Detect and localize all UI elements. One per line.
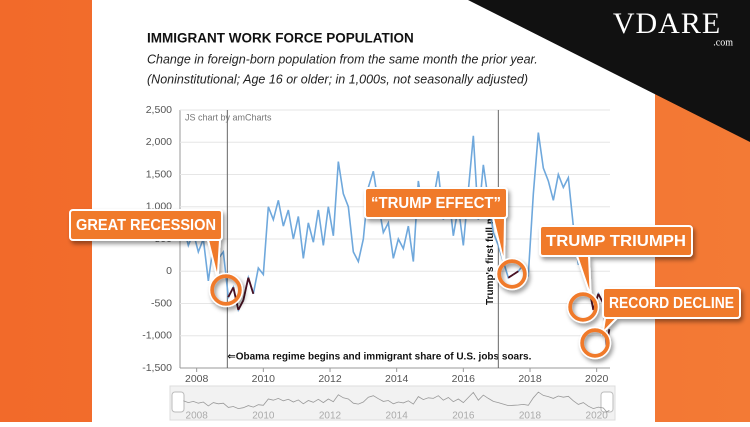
y-tick-label: 0	[166, 265, 172, 277]
negative-segment	[227, 286, 235, 298]
y-tick-label: 1,500	[146, 168, 172, 180]
negative-segment	[507, 273, 514, 279]
nav-handle-right[interactable]	[600, 391, 614, 413]
callout-circle-edge	[578, 326, 612, 360]
nav-line	[183, 391, 610, 413]
y-tick-label: -1,500	[142, 362, 172, 374]
subtitle: Change in foreign-born population from t…	[147, 52, 538, 66]
credit: JS chart by amCharts	[185, 112, 272, 122]
callout-box	[539, 225, 693, 257]
callout-circle-edge	[495, 257, 529, 291]
callout-label: GREAT RECESSION	[76, 217, 216, 234]
x-tick-label: 2014	[385, 373, 409, 385]
callout-label: TRUMP TRIUMPH	[546, 233, 686, 250]
callout-circle	[580, 328, 610, 358]
negative-segment	[512, 270, 519, 276]
note: (Noninstitutional; Age 16 or older; in 1…	[147, 72, 528, 86]
nav-tick-label: 2018	[519, 411, 542, 422]
x-tick-label: 2016	[452, 373, 476, 385]
event-label: ⇐Obama regime begins and immigrant share…	[227, 352, 531, 363]
callout: RECORD DECLINE	[578, 287, 741, 360]
logo: VDARE	[613, 7, 721, 40]
callout: “TRUMP EFFECT”	[364, 187, 529, 291]
y-tick-label: 2,500	[146, 104, 172, 116]
negative-segment	[242, 277, 250, 301]
callout-box	[364, 187, 508, 219]
callout-circle	[210, 274, 242, 306]
callout-circle	[568, 292, 598, 322]
nav-tick-label: 2008	[186, 411, 209, 422]
line	[182, 132, 611, 346]
x-tick-label: 2012	[318, 373, 342, 385]
callout-box	[602, 287, 741, 319]
nav-tick-label: 2014	[386, 411, 409, 422]
y-tick-label: -1,000	[142, 330, 172, 342]
banner	[468, 0, 750, 142]
callout-label: RECORD DECLINE	[609, 295, 734, 312]
event-label: Trump's first full m	[485, 215, 496, 305]
nav-tick-label: 2020	[586, 411, 609, 422]
nav-tick-label: 2016	[452, 411, 475, 422]
negative-segment	[247, 277, 255, 295]
nav-tick-label: 2012	[319, 411, 342, 422]
callout-circle-edge	[208, 272, 244, 308]
x-tick-label: 2018	[518, 373, 542, 385]
nav-tick-label: 2010	[252, 411, 275, 422]
nav-handle-left[interactable]	[171, 391, 185, 413]
negative-segment	[237, 299, 245, 311]
callout: GREAT RECESSION	[69, 209, 244, 308]
x-tick-label: 2020	[585, 373, 609, 385]
y-tick-label: -500	[151, 297, 172, 309]
x-tick-label: 2008	[185, 373, 209, 385]
callout: TRUMP TRIUMPH	[539, 225, 693, 324]
callout-label: “TRUMP EFFECT”	[371, 195, 501, 212]
logo-suffix: .com	[713, 37, 733, 48]
x-tick-label: 2010	[252, 373, 276, 385]
callout-circle-edge	[566, 290, 600, 324]
chart-title: IMMIGRANT WORK FORCE POPULATION	[147, 31, 414, 46]
callout-box	[69, 209, 223, 241]
callout-circle	[497, 259, 527, 289]
y-tick-label: 2,000	[146, 136, 172, 148]
